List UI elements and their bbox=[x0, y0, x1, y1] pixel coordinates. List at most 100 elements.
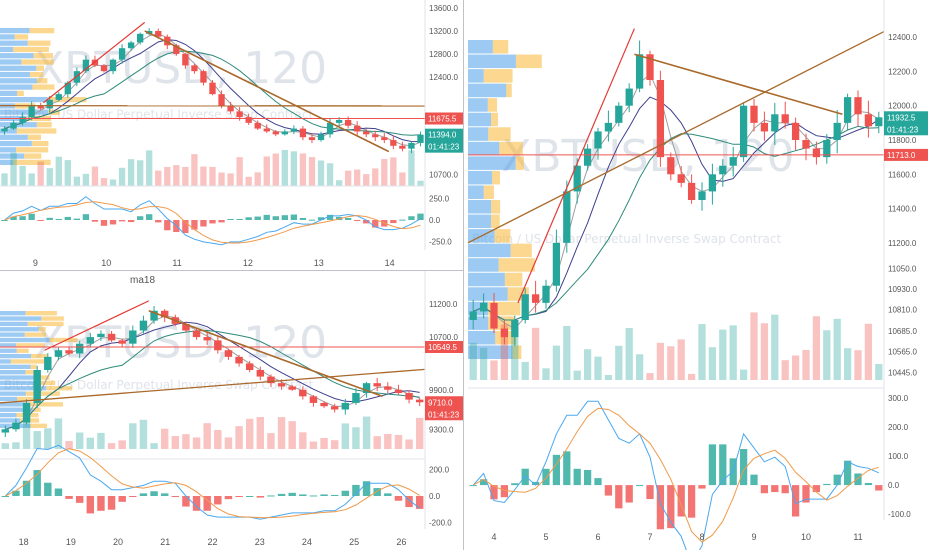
volume-bar bbox=[227, 173, 234, 186]
volume-bar bbox=[1, 173, 8, 186]
candle-body bbox=[750, 105, 758, 123]
price-badge bbox=[425, 340, 463, 353]
countdown-text: 01:41:23 bbox=[887, 125, 919, 134]
candle-body bbox=[490, 302, 498, 329]
histogram-bar bbox=[812, 485, 821, 493]
candle-body bbox=[583, 148, 592, 166]
candle-body bbox=[362, 383, 371, 394]
histogram-bar bbox=[739, 449, 748, 486]
histogram-bar bbox=[182, 220, 189, 234]
histogram-bar bbox=[129, 496, 137, 497]
osc-tick-label: 250.0 bbox=[429, 195, 450, 204]
volume-bar bbox=[182, 434, 190, 449]
volume-bar bbox=[86, 437, 95, 449]
panel-right[interactable]: XBTUSD, 120 Bitcoin / US Dollar Perpetual… bbox=[464, 0, 932, 550]
histogram-bar bbox=[823, 483, 831, 486]
volume-bar bbox=[182, 166, 189, 186]
candle-body bbox=[594, 131, 602, 149]
volume-bar bbox=[604, 374, 613, 380]
histogram-bar bbox=[118, 220, 126, 222]
histogram-bar bbox=[708, 444, 717, 486]
candle-body bbox=[118, 48, 126, 60]
volume-bar bbox=[802, 349, 810, 380]
histogram-bar bbox=[511, 483, 519, 486]
volume-bar bbox=[200, 166, 207, 186]
volume-bar bbox=[245, 176, 252, 186]
volume-bar bbox=[209, 166, 216, 186]
divergence-line bbox=[43, 21, 146, 104]
volume-bar bbox=[299, 432, 307, 449]
x-tick-label: 10 bbox=[101, 258, 111, 268]
candle-body bbox=[344, 119, 352, 126]
x-tick-label: 10 bbox=[801, 532, 811, 542]
candle-body bbox=[791, 122, 800, 140]
volume-profile-bar bbox=[495, 330, 517, 345]
histogram-bar bbox=[362, 481, 371, 496]
volume-bar bbox=[667, 346, 675, 380]
volume-profile-bar bbox=[0, 412, 17, 418]
histogram-bar bbox=[854, 473, 862, 486]
osc-tick-label: 0.0 bbox=[888, 481, 900, 490]
volume-profile-bar bbox=[468, 330, 496, 345]
volume-bar bbox=[750, 312, 758, 380]
trend-line bbox=[144, 30, 390, 153]
volume-profile-bar bbox=[468, 243, 511, 258]
volume-profile-bar bbox=[468, 112, 492, 127]
candle-body bbox=[864, 114, 873, 127]
candle-body bbox=[479, 302, 488, 312]
osc-tick-label: 200.0 bbox=[429, 466, 450, 475]
volume-profile-bar bbox=[515, 156, 524, 170]
volume-profile-bar bbox=[27, 40, 51, 46]
candle-body bbox=[363, 131, 370, 135]
panel-top-left[interactable]: XBTUSD, 120 Bitcoin / US Dollar Perpetual… bbox=[0, 0, 463, 270]
volume-bar bbox=[272, 153, 279, 186]
price-badge bbox=[884, 111, 928, 136]
panel-bottom-left[interactable]: ma18 XBTUSD, 120 Bitcoin / US Dollar Perpe… bbox=[0, 271, 463, 550]
volume-bar bbox=[136, 160, 144, 186]
histogram-bar bbox=[698, 485, 706, 489]
volume-bar bbox=[833, 318, 841, 380]
trend-line bbox=[634, 53, 843, 116]
histogram-bar bbox=[160, 493, 169, 496]
volume-profile-bar bbox=[468, 40, 493, 54]
histogram-bar bbox=[73, 218, 81, 220]
x-tick-label: 11 bbox=[172, 258, 181, 268]
volume-bar bbox=[164, 166, 171, 186]
volume-profile-bar bbox=[468, 69, 484, 83]
candle-body bbox=[656, 80, 665, 158]
candle-body bbox=[109, 59, 117, 72]
histogram-bar bbox=[615, 485, 623, 509]
volume-profile-bar bbox=[27, 134, 41, 140]
volume-bar bbox=[191, 154, 198, 186]
price-tick-label: 10565.0 bbox=[888, 348, 917, 357]
histogram-bar bbox=[107, 496, 116, 510]
histogram-bar bbox=[864, 482, 873, 486]
volume-profile-bar bbox=[0, 407, 33, 412]
volume-profile-bar bbox=[13, 46, 49, 53]
histogram-bar bbox=[192, 496, 201, 511]
candle-body bbox=[118, 340, 126, 344]
candle-body bbox=[82, 59, 90, 72]
osc-tick-label: 0.0 bbox=[429, 216, 441, 225]
price-tick-label: 10700.0 bbox=[429, 333, 458, 342]
histogram-bar bbox=[687, 485, 696, 518]
chart-subtitle: Bitcoin / US Dollar Perpetual Inverse Sw… bbox=[4, 378, 313, 392]
moving-average-line bbox=[5, 329, 420, 430]
volume-bar bbox=[1, 443, 10, 449]
histogram-bar bbox=[656, 485, 665, 530]
volume-profile-bar bbox=[49, 337, 78, 343]
volume-profile-bar bbox=[483, 185, 494, 199]
volume-profile-bar bbox=[0, 380, 40, 386]
volume-profile-bar bbox=[0, 84, 33, 90]
histogram-bar bbox=[44, 482, 52, 496]
volume-bar bbox=[408, 150, 415, 186]
volume-profile-bar bbox=[16, 343, 45, 348]
x-tick-label: 18 bbox=[19, 537, 29, 547]
macd-line bbox=[472, 400, 879, 550]
volume-bar bbox=[405, 439, 413, 449]
x-tick-label: 8 bbox=[699, 532, 704, 542]
volume-bar bbox=[299, 153, 307, 186]
